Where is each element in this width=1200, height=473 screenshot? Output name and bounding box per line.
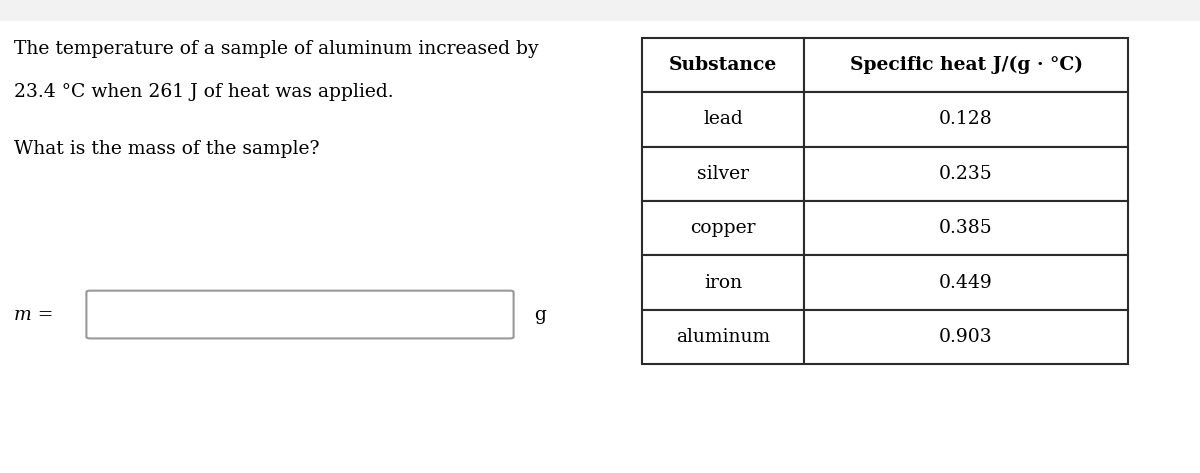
Text: 0.128: 0.128 xyxy=(940,110,992,129)
Text: copper: copper xyxy=(690,219,756,237)
Bar xyxy=(642,92,804,147)
Bar xyxy=(804,201,1128,255)
Bar xyxy=(804,255,1128,310)
Text: Specific heat J/(g · °C): Specific heat J/(g · °C) xyxy=(850,56,1082,74)
FancyBboxPatch shape xyxy=(86,290,514,339)
Text: iron: iron xyxy=(704,273,742,292)
Bar xyxy=(642,255,804,310)
Bar xyxy=(804,310,1128,364)
Text: 0.385: 0.385 xyxy=(940,219,992,237)
Text: g: g xyxy=(534,306,546,324)
Text: silver: silver xyxy=(697,165,749,183)
Bar xyxy=(642,38,804,92)
Bar xyxy=(0,0,1200,21)
Text: lead: lead xyxy=(703,110,743,129)
Text: The temperature of a sample of aluminum increased by: The temperature of a sample of aluminum … xyxy=(14,40,539,58)
Bar xyxy=(642,147,804,201)
Text: Substance: Substance xyxy=(668,56,778,74)
Text: 0.449: 0.449 xyxy=(940,273,992,292)
Bar xyxy=(642,201,804,255)
Text: m =: m = xyxy=(14,306,54,324)
Text: 0.235: 0.235 xyxy=(940,165,992,183)
Text: What is the mass of the sample?: What is the mass of the sample? xyxy=(14,140,320,158)
Bar xyxy=(642,310,804,364)
Text: 23.4 °C when 261 J of heat was applied.: 23.4 °C when 261 J of heat was applied. xyxy=(14,83,394,101)
Bar xyxy=(804,38,1128,92)
Bar xyxy=(804,92,1128,147)
Bar xyxy=(804,147,1128,201)
Text: aluminum: aluminum xyxy=(676,328,770,346)
Text: 0.903: 0.903 xyxy=(940,328,992,346)
